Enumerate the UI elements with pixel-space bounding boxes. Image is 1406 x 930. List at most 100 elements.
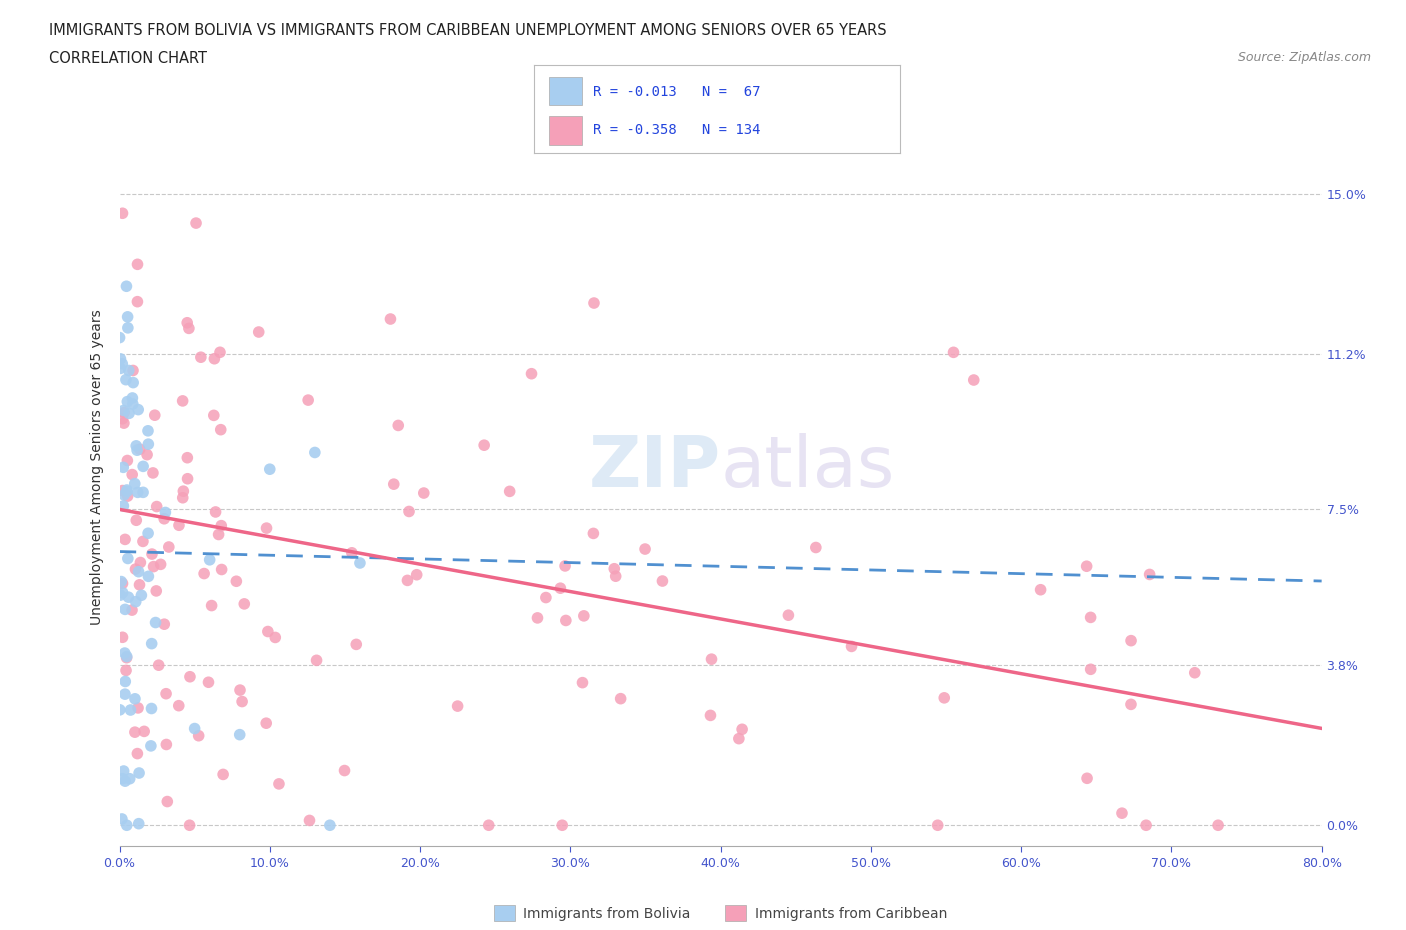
Point bbox=[121, 391, 143, 405]
Point bbox=[319, 817, 342, 832]
Text: atlas: atlas bbox=[720, 432, 896, 502]
Point bbox=[387, 418, 409, 432]
Point bbox=[110, 588, 132, 603]
Text: R = -0.358   N = 134: R = -0.358 N = 134 bbox=[593, 124, 761, 138]
Point bbox=[153, 617, 176, 631]
Point bbox=[340, 545, 363, 560]
Point bbox=[115, 484, 138, 498]
Point bbox=[117, 321, 139, 336]
Point bbox=[167, 698, 190, 713]
Point bbox=[111, 483, 134, 498]
Point bbox=[172, 393, 194, 408]
Point bbox=[176, 450, 198, 465]
Point bbox=[118, 405, 141, 420]
Point bbox=[114, 602, 136, 617]
Point bbox=[472, 438, 495, 453]
Point bbox=[139, 738, 162, 753]
Point bbox=[398, 504, 420, 519]
Point bbox=[138, 437, 160, 452]
Point bbox=[132, 534, 155, 549]
Point bbox=[228, 727, 252, 742]
Point bbox=[134, 724, 156, 738]
Point bbox=[1111, 805, 1133, 820]
Point bbox=[183, 721, 205, 736]
Point bbox=[256, 521, 278, 536]
Point bbox=[124, 724, 146, 739]
Point bbox=[118, 363, 141, 378]
Point bbox=[128, 442, 150, 457]
Point bbox=[582, 296, 605, 311]
Point bbox=[132, 485, 155, 499]
Point bbox=[550, 580, 572, 595]
Text: Source: ZipAtlas.com: Source: ZipAtlas.com bbox=[1237, 51, 1371, 64]
Point bbox=[651, 574, 673, 589]
Point bbox=[121, 467, 143, 482]
Point bbox=[202, 352, 225, 366]
Point bbox=[128, 565, 150, 579]
Point bbox=[111, 771, 134, 786]
Point bbox=[554, 559, 576, 574]
Point bbox=[115, 817, 138, 832]
Point bbox=[145, 583, 167, 598]
Point bbox=[125, 594, 148, 609]
Point bbox=[110, 361, 132, 376]
Point bbox=[498, 484, 520, 498]
Point bbox=[187, 728, 209, 743]
Point bbox=[114, 674, 136, 689]
Point bbox=[179, 670, 201, 684]
Point bbox=[942, 345, 965, 360]
Point bbox=[1119, 697, 1142, 711]
Point bbox=[117, 590, 139, 604]
Point bbox=[305, 653, 328, 668]
Point bbox=[145, 499, 167, 514]
Point bbox=[136, 525, 159, 540]
Point bbox=[127, 402, 149, 417]
Point bbox=[927, 817, 949, 832]
Point bbox=[112, 403, 135, 418]
FancyBboxPatch shape bbox=[548, 116, 582, 145]
Point bbox=[141, 701, 163, 716]
Point bbox=[304, 445, 326, 460]
Text: CORRELATION CHART: CORRELATION CHART bbox=[49, 51, 207, 66]
Point bbox=[211, 562, 233, 577]
Point bbox=[124, 691, 146, 706]
Point bbox=[257, 624, 280, 639]
Point bbox=[117, 394, 139, 409]
Point bbox=[446, 698, 468, 713]
Point bbox=[114, 645, 136, 660]
Point bbox=[778, 608, 800, 623]
Point bbox=[127, 700, 149, 715]
Point bbox=[115, 650, 138, 665]
Point bbox=[554, 613, 576, 628]
Point bbox=[153, 512, 176, 526]
Point bbox=[526, 610, 548, 625]
Point bbox=[111, 356, 134, 371]
Point bbox=[114, 774, 136, 789]
Point bbox=[551, 817, 574, 832]
Point bbox=[108, 330, 131, 345]
Point bbox=[114, 686, 136, 701]
Point bbox=[155, 505, 177, 520]
Point bbox=[177, 321, 200, 336]
Point bbox=[197, 675, 219, 690]
Point bbox=[111, 585, 134, 600]
Point bbox=[204, 505, 226, 520]
Point bbox=[117, 310, 139, 325]
Point bbox=[201, 598, 224, 613]
Point bbox=[142, 466, 165, 481]
Point bbox=[149, 557, 172, 572]
Point bbox=[728, 731, 751, 746]
Point bbox=[396, 573, 419, 588]
Point bbox=[572, 608, 595, 623]
Point bbox=[405, 567, 427, 582]
Point bbox=[247, 325, 270, 339]
Point bbox=[141, 636, 163, 651]
Point bbox=[111, 206, 134, 220]
Point bbox=[700, 652, 723, 667]
Point bbox=[128, 578, 150, 592]
Point bbox=[198, 552, 221, 567]
Point bbox=[111, 576, 134, 591]
Point bbox=[157, 539, 180, 554]
Legend: Immigrants from Bolivia, Immigrants from Caribbean: Immigrants from Bolivia, Immigrants from… bbox=[489, 899, 952, 926]
Point bbox=[184, 216, 207, 231]
